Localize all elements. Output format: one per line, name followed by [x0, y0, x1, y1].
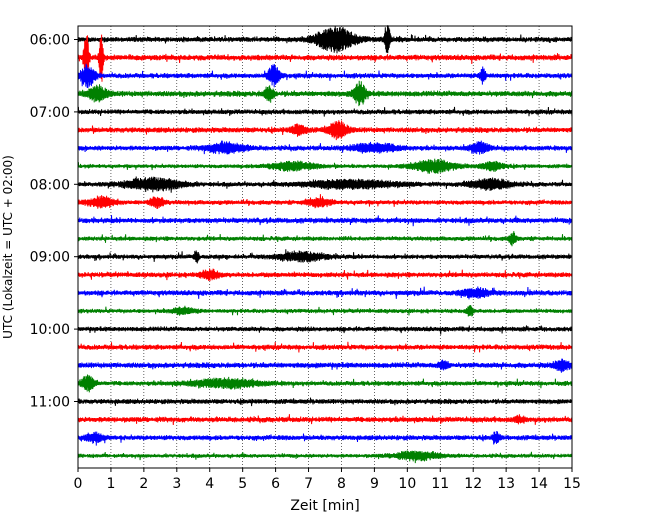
x-tick-label: 11: [431, 476, 449, 492]
x-tick-label: 2: [139, 476, 148, 492]
y-tick-label: 10:00: [30, 322, 70, 338]
trace-line: [77, 215, 573, 227]
plot-frame: [77, 25, 573, 469]
y-tick-label: 06:00: [30, 33, 70, 49]
trace-line: [77, 414, 573, 426]
trace-line: [77, 231, 573, 247]
trace-line: [77, 450, 573, 464]
trace-line: [77, 341, 573, 353]
x-tick-label: 4: [205, 476, 214, 492]
trace-line: [77, 63, 573, 89]
x-tick-label: 13: [497, 476, 515, 492]
x-tick-label: 8: [337, 476, 346, 492]
trace-line: [77, 106, 573, 117]
x-tick-label: 9: [370, 476, 379, 492]
trace-line: [77, 430, 573, 446]
trace-line: [77, 249, 573, 264]
trace-line: [77, 305, 573, 317]
trace-line: [77, 25, 573, 54]
y-axis-label: UTC (Lokalzeit = UTC + 02:00): [1, 155, 15, 339]
trace-line: [77, 120, 573, 141]
x-tick-label: 1: [106, 476, 115, 492]
trace-line: [77, 194, 573, 210]
x-tick-label: 12: [464, 476, 482, 492]
x-axis: 0 1 2 3 4 5 6 7 8 9 10 11 12 13 14 15: [74, 468, 581, 492]
trace-line: [77, 358, 573, 373]
x-tick-label: 7: [304, 476, 313, 492]
x-tick-label: 14: [530, 476, 548, 492]
x-tick-label: 10: [398, 476, 416, 492]
trace-line: [77, 374, 573, 393]
x-tick-label: 6: [271, 476, 280, 492]
x-axis-label: Zeit [min]: [290, 498, 359, 514]
trace-line: [77, 140, 573, 155]
y-axis: 06:00 07:00 08:00 09:00 10:00 11:00: [30, 33, 78, 411]
trace-line: [77, 34, 573, 82]
y-tick-label: 07:00: [30, 105, 70, 121]
x-tick-label: 3: [172, 476, 181, 492]
y-tick-label: 09:00: [30, 250, 70, 266]
trace-line: [77, 158, 573, 174]
x-tick-label: 5: [238, 476, 247, 492]
trace-line: [77, 80, 573, 107]
x-tick-label: 0: [74, 476, 83, 492]
trace-line: [77, 286, 573, 300]
x-tick-label: 15: [563, 476, 581, 492]
trace-line: [77, 325, 573, 335]
y-tick-label: 11:00: [30, 395, 70, 411]
trace-line: [77, 397, 573, 407]
y-tick-label: 08:00: [30, 177, 70, 193]
trace-layer: [77, 25, 573, 464]
trace-line: [77, 268, 573, 282]
trace-line: [77, 176, 573, 193]
